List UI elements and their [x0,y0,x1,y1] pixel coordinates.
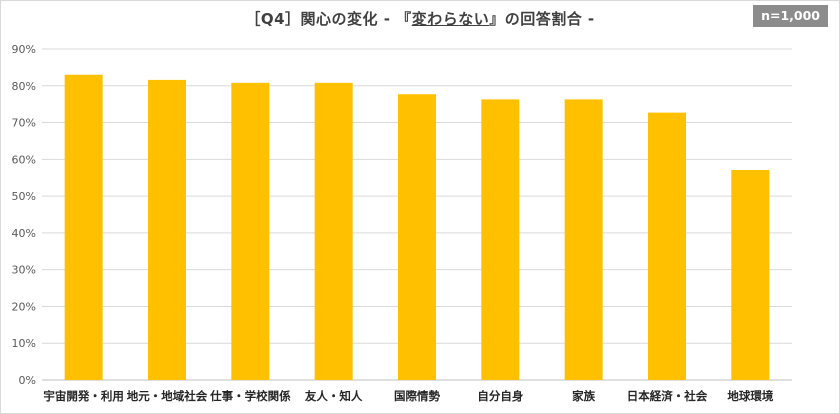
sample-size-badge: n=1,000 [753,5,828,27]
y-tick-label-40: 40% [12,227,36,240]
bar-8 [648,112,686,381]
x-category-label-5: 国際情勢 [394,389,440,403]
bar-7 [564,99,603,380]
title-prefix: ［Q4］関心の変化 - 『 [245,10,412,28]
x-category-label-1: 宇宙開発・利用 [43,389,124,403]
bar-5 [398,94,436,380]
bar-6 [481,99,520,380]
x-category-label-4: 友人・知人 [305,389,363,403]
bar-2 [148,79,186,380]
title-suffix: 』の回答割合 - [489,10,595,28]
bar-1 [64,74,103,380]
bar-4 [314,82,353,380]
y-tick-label-0: 0% [19,374,36,387]
chart-title: ［Q4］関心の変化 - 『変わらない』の回答割合 - [0,8,840,29]
y-tick-label-20: 20% [12,300,36,313]
y-tick-label-70: 70% [12,117,36,130]
x-category-label-2: 地元・地域社会 [127,389,208,403]
x-category-label-8: 日本経済・社会 [627,389,708,403]
y-tick-label-50: 50% [12,190,36,203]
y-tick-label-10: 10% [12,337,36,350]
y-tick-label-80: 80% [12,80,36,93]
y-tick-label-60: 60% [12,153,36,166]
y-tick-label-30: 30% [12,264,36,277]
x-category-label-9: 地球環境 [727,389,773,403]
x-category-label-6: 自分自身 [477,389,523,403]
bar-3 [231,82,270,380]
bar-9 [731,169,770,380]
y-tick-label-90: 90% [12,43,36,56]
x-category-label-7: 家族 [572,389,595,403]
x-category-label-3: 仕事・学校関係 [209,389,291,403]
title-highlight: 変わらない [411,10,490,28]
